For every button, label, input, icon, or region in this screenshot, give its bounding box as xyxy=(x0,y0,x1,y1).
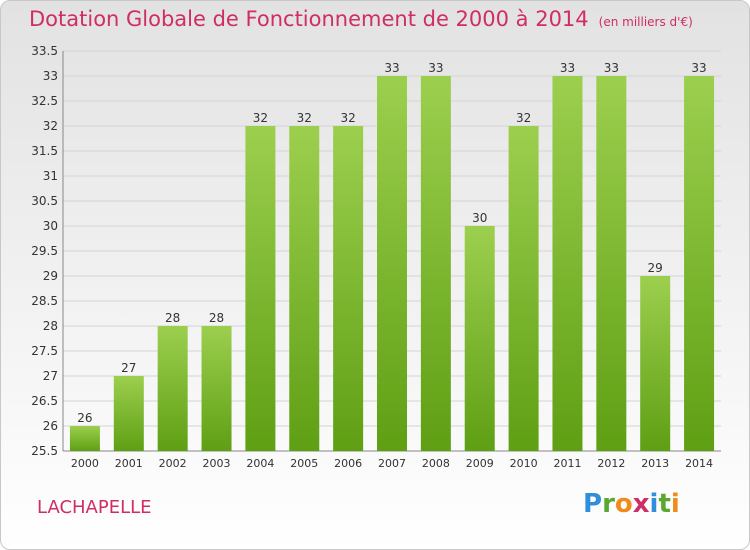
x-tick-label: 2008 xyxy=(422,457,450,470)
y-tick-label: 28.5 xyxy=(31,294,58,308)
logo-letter: x xyxy=(632,489,650,519)
y-tick-label: 29.5 xyxy=(31,244,58,258)
y-tick-label: 31.5 xyxy=(31,144,58,158)
bar-value-label: 32 xyxy=(340,111,355,125)
x-tick-label: 2000 xyxy=(71,457,99,470)
bar xyxy=(640,276,671,451)
bar-value-label: 33 xyxy=(560,61,575,75)
x-tick-label: 2014 xyxy=(685,457,713,470)
logo-letter: t xyxy=(658,489,671,519)
bar-value-label: 33 xyxy=(428,61,443,75)
y-tick-label: 27 xyxy=(43,369,58,383)
chart-title: Dotation Globale de Fonctionnement de 20… xyxy=(29,7,693,31)
bar-value-label: 33 xyxy=(691,61,706,75)
x-tick-label: 2006 xyxy=(334,457,362,470)
x-tick-label: 2010 xyxy=(510,457,538,470)
logo-letter: i xyxy=(649,489,659,519)
y-tick-label: 33 xyxy=(43,69,58,83)
bar-value-label: 28 xyxy=(165,311,180,325)
bar-value-label: 32 xyxy=(516,111,531,125)
y-tick-label: 26.5 xyxy=(31,394,58,408)
x-tick-label: 2011 xyxy=(553,457,581,470)
bar-value-label: 26 xyxy=(77,411,92,425)
y-tick-label: 25.5 xyxy=(31,444,58,458)
bar xyxy=(552,76,583,451)
y-tick-label: 28 xyxy=(43,319,58,333)
y-tick-label: 26 xyxy=(43,419,58,433)
bar xyxy=(201,326,232,451)
logo-letter: o xyxy=(614,489,633,519)
proxiti-logo: Proxiti xyxy=(583,489,680,519)
bar xyxy=(245,126,276,451)
bar-value-label: 33 xyxy=(384,61,399,75)
x-tick-label: 2003 xyxy=(203,457,231,470)
x-tick-label: 2013 xyxy=(641,457,669,470)
x-tick-label: 2005 xyxy=(290,457,318,470)
unit-label: (en milliers d'€) xyxy=(598,15,693,29)
y-tick-label: 30 xyxy=(43,219,58,233)
bar xyxy=(464,226,495,451)
x-tick-label: 2002 xyxy=(159,457,187,470)
logo-letter: P xyxy=(583,489,603,519)
bar-value-label: 28 xyxy=(209,311,224,325)
bar-value-label: 30 xyxy=(472,211,487,225)
bar xyxy=(69,426,100,451)
commune-name: LACHAPELLE xyxy=(37,497,152,518)
y-tick-label: 31 xyxy=(43,169,58,183)
x-tick-label: 2009 xyxy=(466,457,494,470)
x-tick-label: 2001 xyxy=(115,457,143,470)
logo-letter: i xyxy=(670,489,680,519)
bar xyxy=(596,76,627,451)
bar xyxy=(420,76,451,451)
bar xyxy=(113,376,144,451)
x-tick-label: 2004 xyxy=(246,457,274,470)
bar xyxy=(289,126,320,451)
bar-value-label: 32 xyxy=(253,111,268,125)
y-tick-label: 33.5 xyxy=(31,44,58,58)
x-tick-label: 2012 xyxy=(597,457,625,470)
bar xyxy=(508,126,539,451)
y-tick-label: 32.5 xyxy=(31,94,58,108)
bar-value-label: 29 xyxy=(648,261,663,275)
bar xyxy=(377,76,407,451)
y-tick-label: 30.5 xyxy=(31,194,58,208)
bar xyxy=(684,76,715,451)
logo-letter: r xyxy=(602,489,615,519)
bar xyxy=(333,126,364,451)
title-text: Dotation Globale de Fonctionnement de 20… xyxy=(29,7,589,31)
bar-value-label: 32 xyxy=(297,111,312,125)
y-tick-label: 29 xyxy=(43,269,58,283)
bar-value-label: 27 xyxy=(121,361,136,375)
x-tick-label: 2007 xyxy=(378,457,406,470)
y-tick-label: 27.5 xyxy=(31,344,58,358)
bar-value-label: 33 xyxy=(604,61,619,75)
bar xyxy=(157,326,188,451)
y-tick-label: 32 xyxy=(43,119,58,133)
